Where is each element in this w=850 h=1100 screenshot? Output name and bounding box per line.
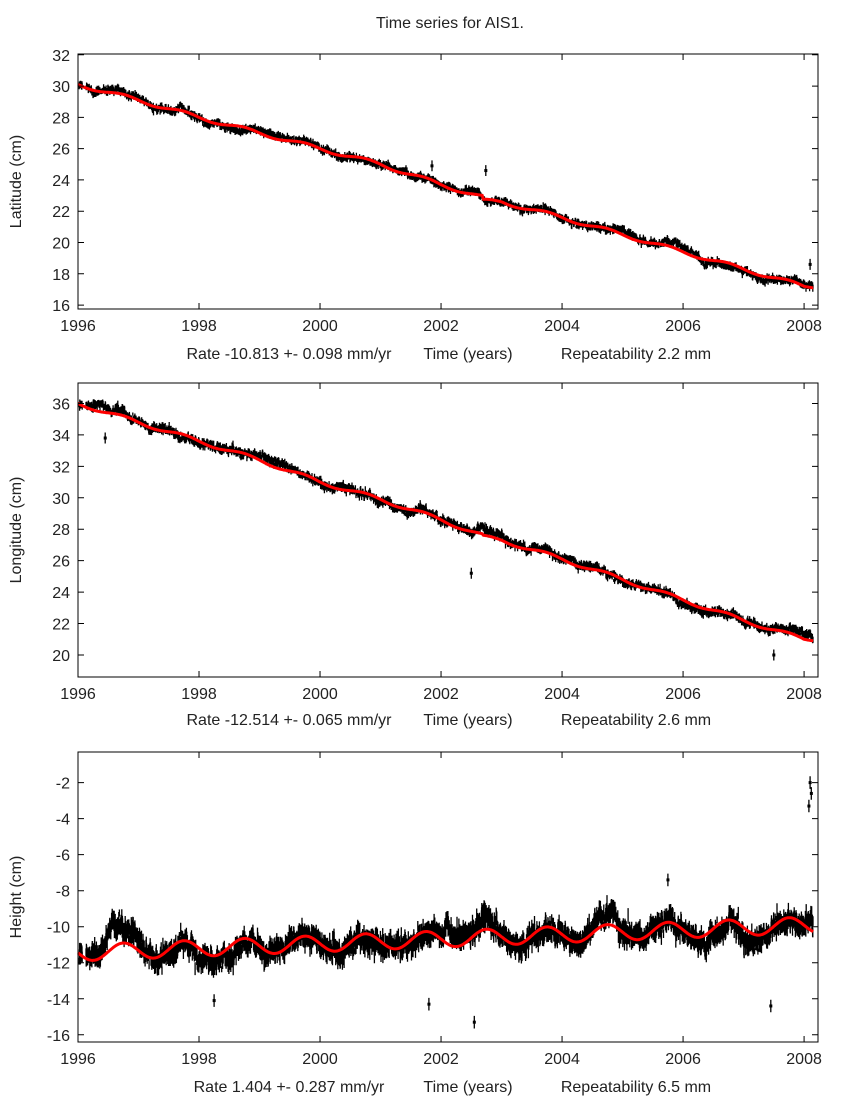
x-tick-label: 1998 xyxy=(181,318,217,335)
x-tick-label: 1998 xyxy=(181,686,217,703)
outlier-point xyxy=(808,262,812,266)
y-tick-label: 22 xyxy=(52,617,70,634)
panel-2: 1996 1998 2000 2002 2004 2006 2008 20 22 24 26 28 30… xyxy=(8,382,822,729)
fit-line xyxy=(77,402,814,643)
repeatability-label: Repeatability 2.2 mm xyxy=(561,346,711,363)
y-tick-label: -12 xyxy=(47,956,70,973)
y-tick-label: 34 xyxy=(52,428,70,445)
y-tick-label: -16 xyxy=(47,1028,70,1045)
x-tick-label: 1996 xyxy=(60,318,96,335)
repeatability-label: Repeatability 2.6 mm xyxy=(561,712,711,729)
x-tick-label: 2002 xyxy=(423,318,459,335)
x-tick-label: 2006 xyxy=(665,1051,701,1068)
outlier-point xyxy=(484,169,488,173)
x-tick-label: 1996 xyxy=(60,686,96,703)
fit-line xyxy=(77,916,814,962)
outlier-point xyxy=(807,804,811,808)
x-tick-label: 2004 xyxy=(544,1051,580,1068)
outlier-point xyxy=(772,653,776,657)
x-tick-label: 2004 xyxy=(544,686,580,703)
x-tick-label: 2000 xyxy=(302,318,338,335)
outlier-point xyxy=(666,878,670,882)
y-axis-label: Latitude (cm) xyxy=(8,135,25,228)
observations xyxy=(78,399,814,661)
y-tick-label: 18 xyxy=(52,267,70,284)
y-tick-label: -8 xyxy=(56,884,70,901)
observations xyxy=(78,776,814,1029)
outlier-point xyxy=(769,1004,773,1008)
x-axis-label: Time (years) xyxy=(423,346,512,363)
y-tick-label: -6 xyxy=(56,848,70,865)
outlier-point xyxy=(472,1020,476,1024)
plot-frame xyxy=(77,382,819,678)
x-tick-label: 2000 xyxy=(302,686,338,703)
repeatability-label: Repeatability 6.5 mm xyxy=(561,1079,711,1096)
y-axis-label: Height (cm) xyxy=(8,856,25,939)
outlier-point xyxy=(103,436,107,440)
x-tick-label: 2002 xyxy=(423,686,459,703)
outlier-point xyxy=(808,781,812,785)
outlier-point xyxy=(484,527,488,531)
y-tick-label: -4 xyxy=(56,812,70,829)
x-axis-label: Time (years) xyxy=(423,1079,512,1096)
y-tick-label: 30 xyxy=(52,491,70,508)
x-tick-label: 2000 xyxy=(302,1051,338,1068)
x-tick-label: 2002 xyxy=(423,1051,459,1068)
y-tick-label: 26 xyxy=(52,554,70,571)
y-tick-label: 24 xyxy=(52,585,70,602)
y-tick-label: 28 xyxy=(52,522,70,539)
panel-1: 1996 1998 2000 2002 2004 2006 2008 16 18 20 22 24 26… xyxy=(8,48,822,363)
fit-line xyxy=(77,83,814,290)
y-tick-label: -14 xyxy=(47,992,70,1009)
x-tick-label: 2006 xyxy=(665,318,701,335)
y-tick-label: 24 xyxy=(52,173,70,190)
rate-label: Rate -10.813 +- 0.098 mm/yr xyxy=(187,346,393,363)
y-axis-label: Longitude (cm) xyxy=(8,477,25,584)
x-tick-label: 2004 xyxy=(544,318,580,335)
x-axis-label: Time (years) xyxy=(423,712,512,729)
x-tick-label: 1998 xyxy=(181,1051,217,1068)
y-tick-label: -10 xyxy=(47,920,70,937)
outlier-point xyxy=(212,999,216,1003)
y-tick-label: 20 xyxy=(52,236,70,253)
y-tick-label: 36 xyxy=(52,396,70,413)
rate-label: Rate 1.404 +- 0.287 mm/yr xyxy=(194,1079,385,1096)
y-tick-label: 22 xyxy=(52,204,70,221)
x-tick-label: 2008 xyxy=(786,1051,822,1068)
outlier-point xyxy=(427,1002,431,1006)
outlier-point xyxy=(469,571,473,575)
y-tick-label: 30 xyxy=(52,79,70,96)
y-tick-label: 16 xyxy=(52,298,70,315)
outlier-point xyxy=(430,164,434,168)
rate-label: Rate -12.514 +- 0.065 mm/yr xyxy=(187,712,393,729)
y-tick-label: 20 xyxy=(52,648,70,665)
figure-title: Time series for AIS1. xyxy=(376,15,524,32)
plot-frame xyxy=(77,53,819,310)
panel-3: 1996 1998 2000 2002 2004 2006 2008 -16 -14 -12 -10… xyxy=(8,751,822,1096)
y-tick-label: -2 xyxy=(56,776,70,793)
x-tick-label: 1996 xyxy=(60,1051,96,1068)
outlier-point xyxy=(809,791,813,795)
y-tick-label: 28 xyxy=(52,110,70,127)
y-tick-label: 32 xyxy=(52,48,70,65)
x-tick-label: 2006 xyxy=(665,686,701,703)
y-tick-label: 26 xyxy=(52,142,70,159)
x-tick-label: 2008 xyxy=(786,318,822,335)
y-tick-label: 32 xyxy=(52,459,70,476)
plot-frame xyxy=(77,751,819,1043)
x-tick-label: 2008 xyxy=(786,686,822,703)
